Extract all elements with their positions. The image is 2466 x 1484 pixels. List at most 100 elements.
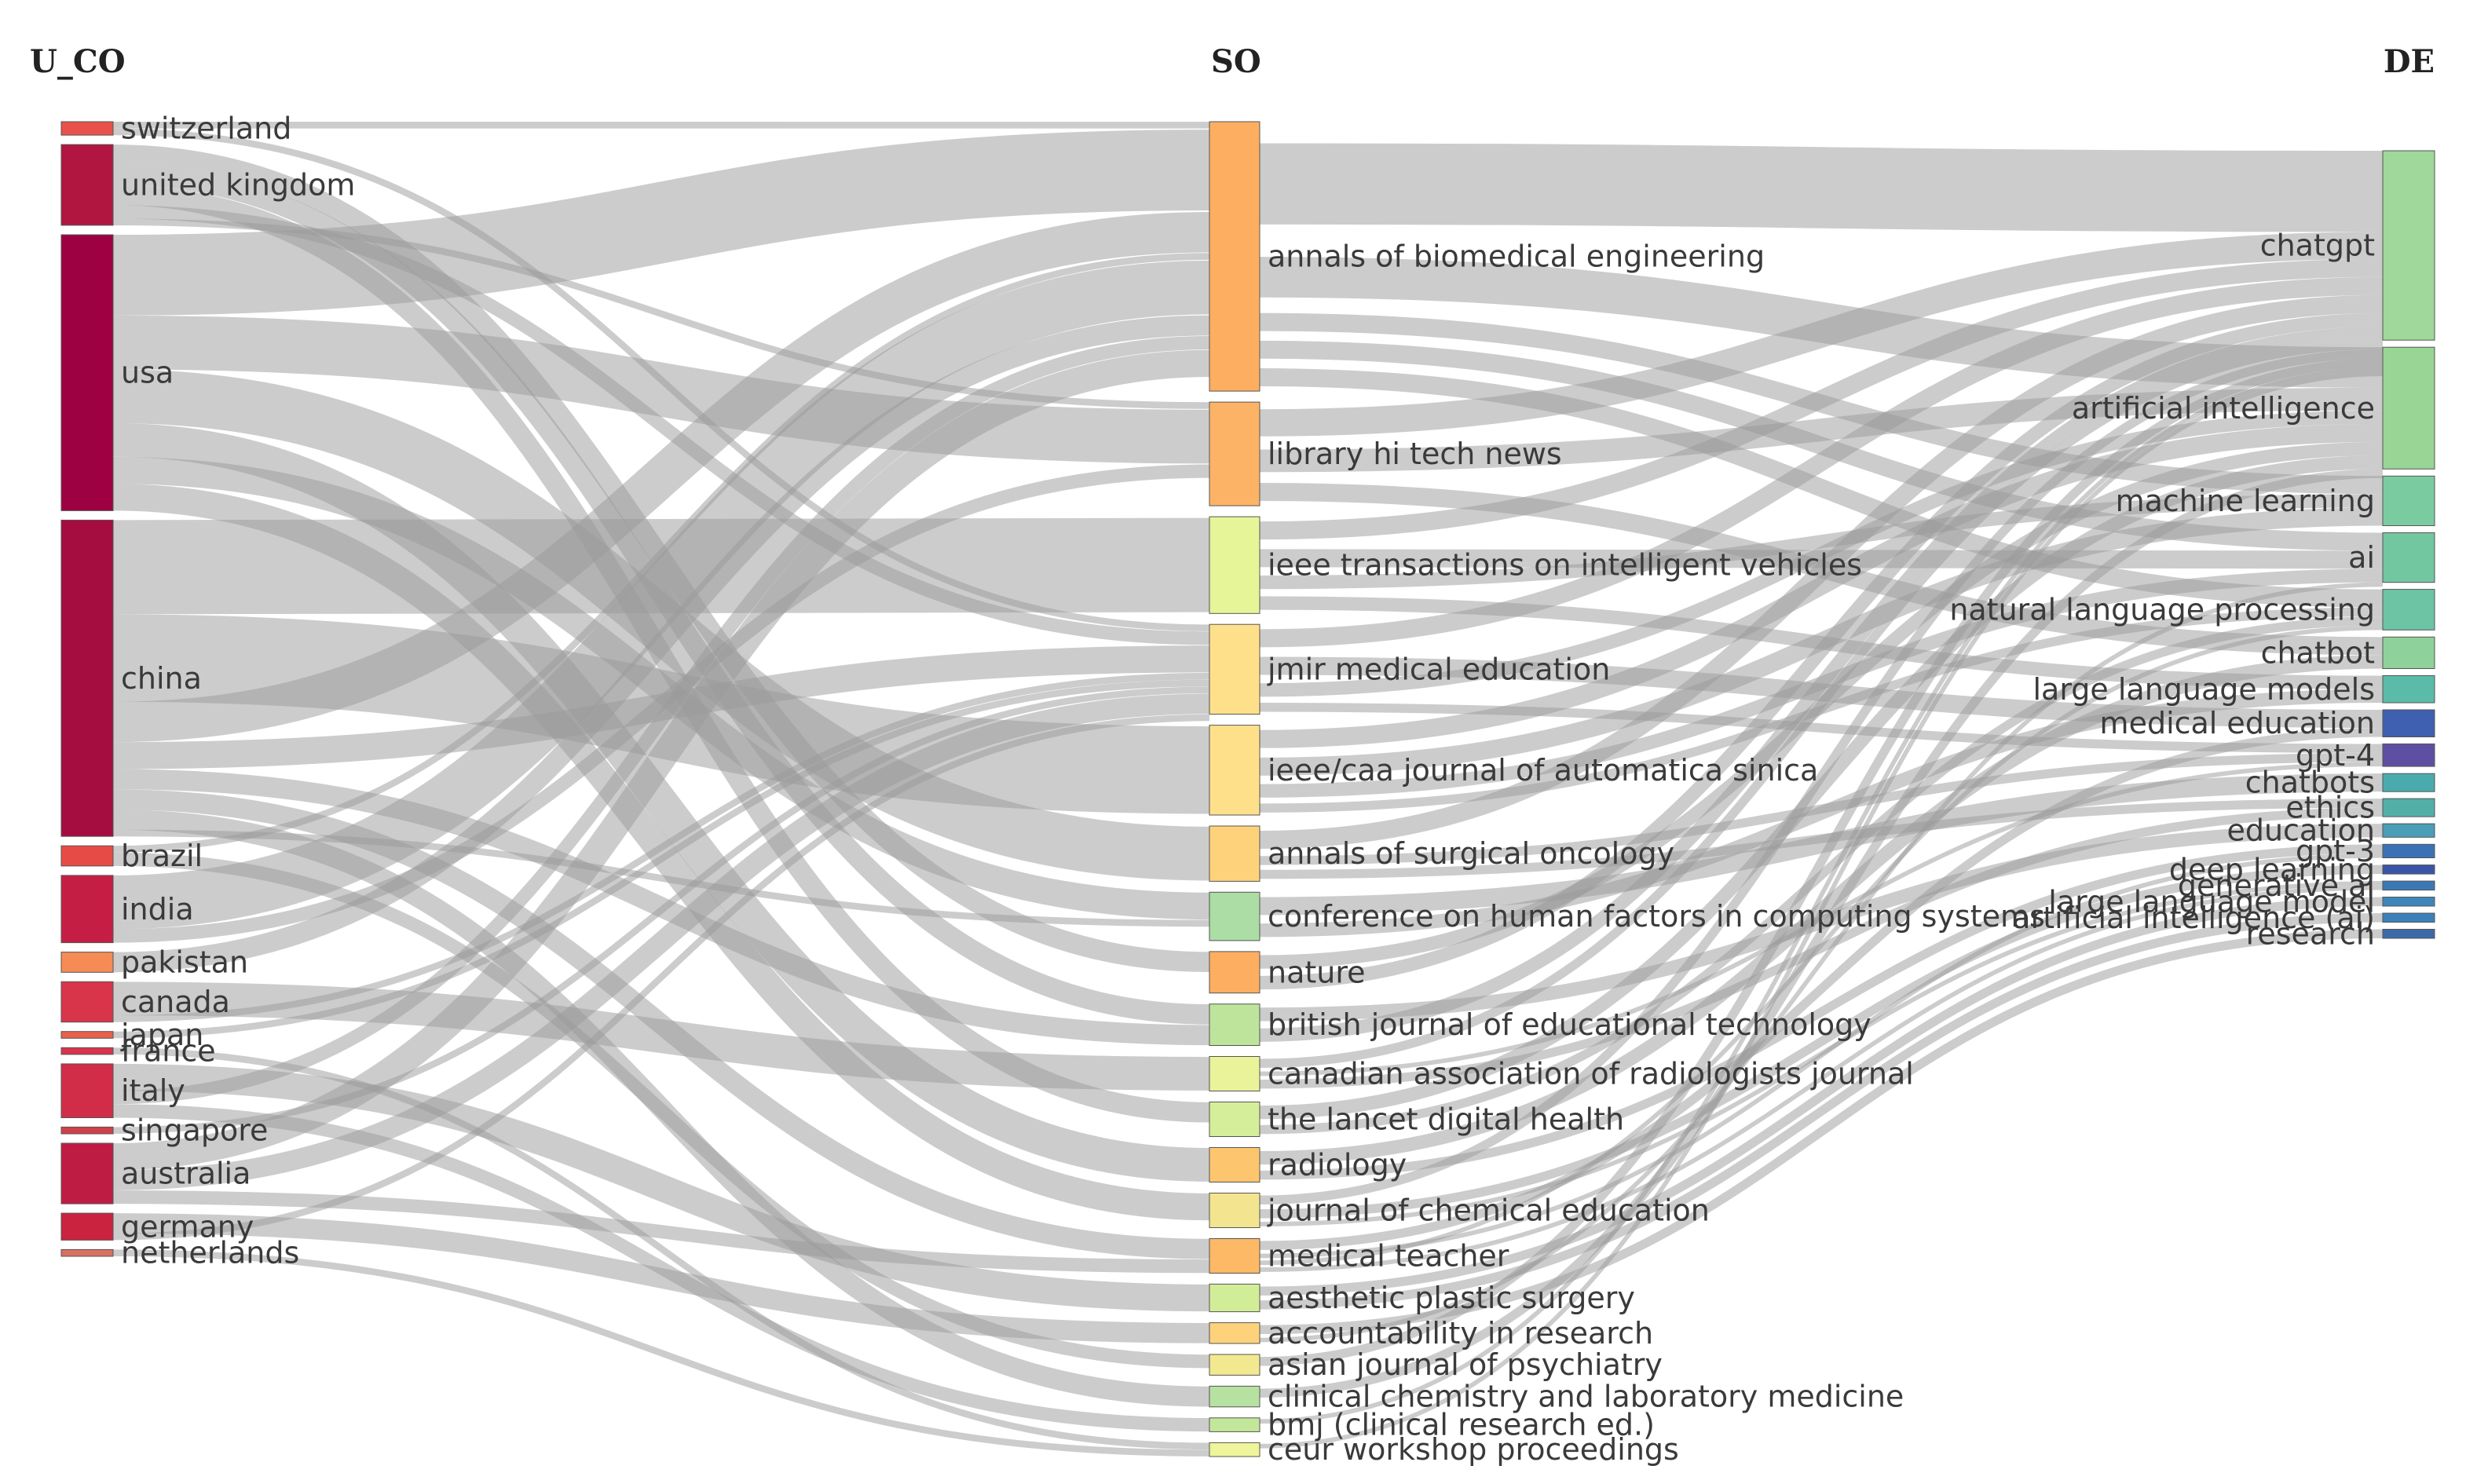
node-d_chatbot[interactable] xyxy=(2382,636,2435,669)
node-d_ethics[interactable] xyxy=(2382,798,2435,817)
node-label-d_gpt3: gpt-3 xyxy=(2296,834,2375,868)
node-label-c_france: france xyxy=(121,1034,216,1069)
node-s_jmir[interactable] xyxy=(1209,623,1260,715)
node-s_nature[interactable] xyxy=(1209,951,1260,994)
node-d_chatgpt[interactable] xyxy=(2382,150,2435,341)
node-c_switzerland[interactable] xyxy=(60,121,114,136)
node-label-d_ai_full: artificial intelligence xyxy=(2072,391,2375,426)
flow-link-s_aps-to-d_llm2 xyxy=(1259,897,2384,1296)
node-d_gpt3[interactable] xyxy=(2382,843,2435,859)
node-label-s_nature: nature xyxy=(1268,955,1366,989)
node-d_ai_full[interactable] xyxy=(2382,346,2435,470)
node-s_lhtn[interactable] xyxy=(1209,401,1260,506)
node-s_ieeecaa[interactable] xyxy=(1209,725,1260,816)
node-s_air[interactable] xyxy=(1209,1322,1260,1344)
node-d_gpt4[interactable] xyxy=(2382,743,2435,767)
flow-link-s_tldh-to-d_ai_full xyxy=(1259,455,2384,1120)
node-c_canada[interactable] xyxy=(60,981,114,1023)
node-label-s_jce: journal of chemical education xyxy=(1267,1193,1710,1228)
flow-link-c_pakistan-to-s_abe xyxy=(112,315,1210,973)
node-d_ml[interactable] xyxy=(2382,475,2435,526)
node-c_australia[interactable] xyxy=(60,1142,114,1204)
node-label-d_chatgpt: chatgpt xyxy=(2260,228,2375,263)
node-d_chatbots[interactable] xyxy=(2382,773,2435,792)
flow-link-c_australia-to-s_jmir xyxy=(112,693,1210,1191)
node-s_jce[interactable] xyxy=(1209,1193,1260,1228)
node-c_germany[interactable] xyxy=(60,1212,114,1241)
node-label-c_italy: italy xyxy=(121,1073,185,1108)
node-label-s_lhtn: library hi tech news xyxy=(1268,437,1562,471)
node-d_research[interactable] xyxy=(2382,929,2435,939)
node-label-c_pakistan: pakistan xyxy=(121,945,248,980)
flow-link-c_canada-to-s_jmir xyxy=(112,672,1210,1022)
flow-link-s_air-to-d_research xyxy=(1259,929,2384,1335)
node-s_carj[interactable] xyxy=(1209,1056,1260,1091)
node-label-s_carj: canadian association of radiologists jou… xyxy=(1268,1057,1914,1091)
node-label-s_bmj: bmj (clinical research ed.) xyxy=(1268,1408,1655,1442)
node-c_india[interactable] xyxy=(60,875,114,944)
node-s_radiology[interactable] xyxy=(1209,1147,1260,1182)
node-d_ai[interactable] xyxy=(2382,532,2435,583)
node-label-d_research: research xyxy=(2246,916,2375,951)
node-d_meded[interactable] xyxy=(2382,709,2435,737)
node-s_ceur[interactable] xyxy=(1209,1442,1260,1457)
node-label-c_uk: united kingdom xyxy=(121,168,355,203)
flow-link-c_germany-to-s_jmir xyxy=(112,714,1210,1241)
node-s_ajp[interactable] xyxy=(1209,1354,1260,1376)
node-d_ai_paren[interactable] xyxy=(2382,912,2435,923)
node-s_aps[interactable] xyxy=(1209,1283,1260,1313)
node-label-d_gpt4: gpt-4 xyxy=(2296,738,2375,773)
nodes-layer xyxy=(60,121,2435,1457)
flow-link-s_bjet-to-d_education xyxy=(1259,824,2384,1022)
flow-link-s_bmj-to-d_chatgpt xyxy=(1259,367,2384,1424)
node-s_ieeetiv[interactable] xyxy=(1209,516,1260,614)
node-c_netherlands[interactable] xyxy=(60,1248,114,1257)
node-label-d_meded: medical education xyxy=(2100,706,2375,740)
flow-link-s_abe-to-d_chatgpt xyxy=(1259,143,2384,232)
node-c_uk[interactable] xyxy=(60,144,114,226)
node-s_bjet[interactable] xyxy=(1209,1003,1260,1046)
node-label-s_bjet: british journal of educational technolog… xyxy=(1268,1007,1871,1042)
node-s_abe[interactable] xyxy=(1209,121,1260,392)
node-label-d_ai: ai xyxy=(2348,540,2375,575)
node-c_france[interactable] xyxy=(60,1047,114,1055)
flow-link-c_usa-to-s_lhtn xyxy=(112,315,1210,464)
node-c_usa[interactable] xyxy=(60,234,114,511)
node-c_china[interactable] xyxy=(60,519,114,837)
node-d_nlp[interactable] xyxy=(2382,589,2435,631)
node-label-s_radiology: radiology xyxy=(1268,1148,1407,1182)
flow-link-s_jmir-to-d_chatgpt xyxy=(1259,276,2384,648)
node-s_bmj[interactable] xyxy=(1209,1417,1260,1432)
column-title-de: DE xyxy=(2384,43,2435,80)
flow-link-s_jmir-to-d_gpt4 xyxy=(1259,703,2384,753)
node-d_education[interactable] xyxy=(2382,823,2435,838)
flow-link-c_italy-to-s_bmj xyxy=(112,1104,1210,1432)
node-c_singapore[interactable] xyxy=(60,1126,114,1135)
node-c_pakistan[interactable] xyxy=(60,952,114,973)
node-d_llm2[interactable] xyxy=(2382,897,2435,907)
node-s_tldh[interactable] xyxy=(1209,1102,1260,1137)
node-s_cclm[interactable] xyxy=(1209,1385,1260,1408)
node-label-d_llm: large language models xyxy=(2033,672,2376,707)
node-s_mt[interactable] xyxy=(1209,1238,1260,1274)
node-c_italy[interactable] xyxy=(60,1063,114,1119)
node-d_dl[interactable] xyxy=(2382,864,2435,875)
node-s_aso[interactable] xyxy=(1209,825,1260,882)
node-label-s_aso: annals of surgical oncology xyxy=(1268,836,1674,871)
node-c_brazil[interactable] xyxy=(60,845,114,867)
node-label-c_germany: germany xyxy=(121,1209,254,1244)
node-label-d_chatbot: chatbot xyxy=(2261,635,2375,670)
flow-link-c_italy-to-s_aps xyxy=(112,1063,1210,1312)
node-label-c_canada: canada xyxy=(121,985,230,1019)
node-label-d_nlp: natural language processing xyxy=(1949,593,2375,627)
node-d_genai[interactable] xyxy=(2382,880,2435,891)
flow-link-s_aso-to-d_chatgpt xyxy=(1259,294,2384,850)
node-s_chi[interactable] xyxy=(1209,891,1260,941)
node-c_japan[interactable] xyxy=(60,1031,114,1039)
node-d_llm[interactable] xyxy=(2382,675,2435,704)
column-title-u-co: U_CO xyxy=(30,43,126,80)
flow-link-s_radiology-to-d_gpt3 xyxy=(1259,844,2384,1180)
node-label-s_mt: medical teacher xyxy=(1268,1238,1509,1273)
flow-link-c_india-to-s_abe xyxy=(112,260,1210,930)
